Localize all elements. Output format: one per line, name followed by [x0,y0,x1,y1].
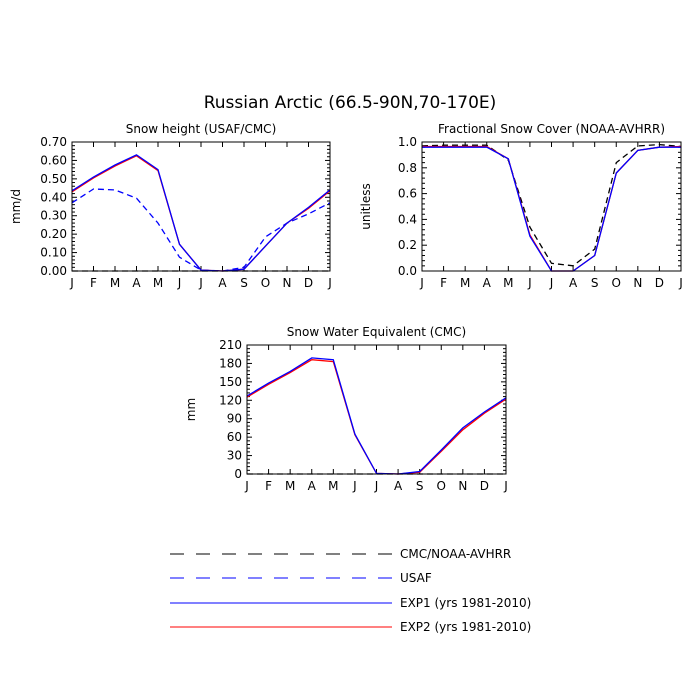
y-tick-label: 30 [227,449,242,463]
series-line [71,188,331,272]
y-axis-label: mm/d [9,189,23,224]
x-tick-label: O [612,276,621,290]
x-tick-label: N [283,276,292,290]
x-tick-label: M [503,276,513,290]
x-tick-label: J [549,276,554,290]
plot-frame [421,141,682,272]
x-tick-label: J [419,276,424,290]
y-tick-label: 0.00 [40,264,67,278]
series-line [421,143,682,267]
plot-frame [71,141,331,272]
x-tick-label: N [633,276,642,290]
x-tick-label: J [327,276,332,290]
x-tick-label: J [352,479,357,493]
panel-title: Snow Water Equivalent (CMC) [287,325,466,339]
x-tick-label: A [132,276,141,290]
legend-label: CMC/NOAA-AVHRR [400,547,511,561]
x-tick-label: D [655,276,664,290]
x-tick-label: J [69,276,74,290]
x-tick-label: O [437,479,446,493]
x-tick-label: F [90,276,97,290]
y-tick-label: 0.4 [398,212,417,226]
x-tick-label: J [244,479,249,493]
x-tick-label: J [198,276,203,290]
series-layer [421,143,682,272]
y-tick-label: 0.6 [398,187,417,201]
series-line [246,357,507,475]
legend-item-exp2: EXP2 (yrs 1981-2010) [170,620,531,634]
x-tick-label: S [240,276,248,290]
panel-title: Fractional Snow Cover (NOAA-AVHRR) [438,122,665,136]
y-tick-label: 210 [219,338,242,352]
x-tick-label: D [480,479,489,493]
y-tick-label: 0.10 [40,246,67,260]
y-tick-label: 0.2 [398,238,417,252]
y-tick-label: 0.60 [40,153,67,167]
x-tick-label: J [527,276,532,290]
series-layer [71,154,331,272]
y-tick-label: 0.50 [40,172,67,186]
tick-layer: 0.000.100.200.300.400.500.600.70J F M A M J J A… [40,135,331,290]
y-tick-label: 180 [219,356,242,370]
x-tick-label: O [261,276,270,290]
x-tick-label: F [265,479,272,493]
panel-snow-cover: Fractional Snow Cover (NOAA-AVHRR) unitl… [359,122,683,290]
x-tick-label: M [460,276,470,290]
legend-label: EXP1 (yrs 1981-2010) [400,596,531,610]
x-tick-label: A [483,276,492,290]
x-tick-label: M [153,276,163,290]
y-tick-label: 150 [219,375,242,389]
legend-item-usaf: USAF [170,571,432,585]
legend-label: USAF [400,571,432,585]
x-tick-label: A [308,479,317,493]
x-tick-label: A [394,479,403,493]
series-line [422,145,682,272]
y-axis-label: unitless [359,183,373,229]
y-tick-label: 0.0 [398,264,417,278]
x-tick-label: A [218,276,227,290]
x-tick-label: D [304,276,313,290]
x-tick-label: M [285,479,295,493]
tick-layer: 0.00.20.40.60.81.0J F M A M J J A S O N D J [398,135,683,290]
x-tick-label: S [591,276,599,290]
figure-title: Russian Arctic (66.5-90N,70-170E) [204,93,497,113]
series-line [246,359,507,475]
x-tick-label: M [328,479,338,493]
series-layer [246,357,507,475]
y-tick-label: 0.8 [398,161,417,175]
y-tick-label: 120 [219,393,242,407]
y-tick-label: 0.40 [40,190,67,204]
legend-item-cmc: CMC/NOAA-AVHRR [170,547,511,561]
plot-frame [246,344,507,475]
x-tick-label: N [458,479,467,493]
x-tick-label: J [177,276,182,290]
panel-swe: Snow Water Equivalent (CMC) mm 0 30 60 90 12… [184,325,508,493]
x-tick-label: J [678,276,683,290]
legend-label: EXP2 (yrs 1981-2010) [400,620,531,634]
legend: CMC/NOAA-AVHRR USAF EXP1 (yrs 1981-2010)… [170,547,531,634]
x-tick-label: M [110,276,120,290]
panel-title: Snow height (USAF/CMC) [126,122,277,136]
y-tick-label: 0 [234,467,242,481]
y-tick-label: 0.70 [40,135,67,149]
legend-item-exp1: EXP1 (yrs 1981-2010) [170,596,531,610]
x-tick-label: J [503,479,508,493]
series-line [71,155,331,272]
y-axis-label: mm [184,398,198,421]
y-tick-label: 60 [227,430,242,444]
y-tick-label: 0.30 [40,209,67,223]
y-tick-label: 90 [227,412,242,426]
panel-snow-height: Snow height (USAF/CMC) mm/d 0.00 0.10 0.20… [9,122,332,290]
x-tick-label: J [374,479,379,493]
x-tick-label: S [416,479,424,493]
x-tick-label: A [569,276,578,290]
y-tick-label: 0.20 [40,227,67,241]
series-line [422,146,681,272]
series-line [71,154,331,272]
y-tick-label: 1.0 [398,135,417,149]
x-tick-label: F [440,276,447,290]
